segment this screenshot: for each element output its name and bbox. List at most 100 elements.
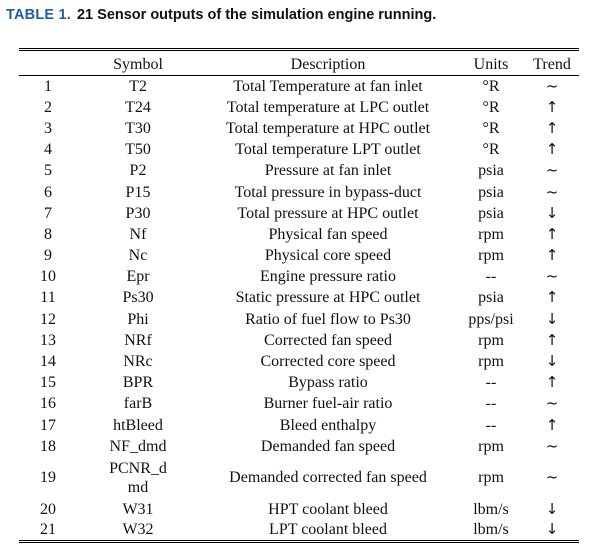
row-trend: ~ [545,394,559,413]
table-row: 3 T30 Total temperature at HPC outlet °R ↑ [19,118,579,139]
table-row: 11 Ps30 Static pressure at HPC outlet psia ↑ [19,287,579,308]
table-row: 20 W31 HPT coolant bleed lbm/s ↓ [19,499,579,520]
row-number: 5 [44,162,52,180]
row-trend: ↑ [545,415,559,434]
row-symbol: P2 [129,162,147,180]
row-description: Burner fuel-air ratio [263,395,393,413]
row-units: rpm [478,331,504,349]
row-trend: ~ [545,182,559,201]
row-trend: ↓ [545,309,559,328]
row-units: psia [478,204,504,222]
row-units: -- [485,268,497,286]
row-symbol: Phi [127,310,149,328]
row-units: rpm [478,469,504,487]
row-units: pps/psi [468,310,514,328]
row-number: 17 [40,416,56,434]
row-description: Corrected fan speed [264,331,392,349]
row-symbol: NRf [124,331,152,349]
row-units: -- [485,416,497,434]
table-row: 21 W32 LPT coolant bleed lbm/s ↓ [19,520,579,543]
row-symbol: Ps30 [122,289,154,307]
row-number: 3 [44,119,52,137]
row-symbol: W32 [77,520,199,543]
row-number: 20 [40,500,56,518]
row-trend: ↓ [545,203,559,222]
row-trend: ↑ [545,118,559,137]
row-trend: ~ [545,436,559,455]
row-number: 2 [44,98,52,116]
table-row: 1 T2 Total Temperature at fan inlet °R ~ [19,76,579,97]
row-trend: ~ [545,267,559,286]
table-header-row: Symbol Description Units Trend [19,48,579,76]
row-number: 4 [44,141,52,159]
row-description: Total temperature at LPC outlet [226,98,430,116]
row-description: Pressure at fan inlet [264,162,392,180]
row-description: Demanded fan speed [260,437,396,455]
row-description: Physical fan speed [268,225,388,243]
row-symbol: Epr [126,268,150,286]
table-row: 6 P15 Total pressure in bypass-duct psia ~ [19,181,579,202]
table-row: 10 Epr Engine pressure ratio -- ~ [19,266,579,287]
header-symbol: Symbol [77,48,199,76]
row-units: rpm [478,225,504,243]
row-symbol: T50 [125,141,151,159]
row-symbol: Nf [129,225,147,243]
row-description: Total Temperature at fan inlet [233,77,423,95]
table-row: 9 Nc Physical core speed rpm ↑ [19,245,579,266]
table-row: 18 NF_dmd Demanded fan speed rpm ~ [19,436,579,457]
row-trend: ↓ [545,352,559,371]
row-trend: ~ [545,161,559,180]
table-row: 16 farB Burner fuel-air ratio -- ~ [19,393,579,414]
row-symbol: NRc [123,353,153,371]
header-number [19,48,77,76]
row-units: rpm [478,247,504,265]
row-number: 8 [44,225,52,243]
table-row: 2 T24 Total temperature at LPC outlet °R ↑ [19,97,579,118]
row-units: psia [478,162,504,180]
row-number: 16 [40,395,56,413]
row-description: Bleed enthalpy [279,416,377,434]
table-row: 15 BPR Bypass ratio -- ↑ [19,372,579,393]
row-units: °R [482,98,500,116]
row-description: LPT coolant bleed [199,520,457,543]
row-description: Physical core speed [264,247,392,265]
table-row: 13 NRf Corrected fan speed rpm ↑ [19,330,579,351]
row-number: 18 [40,437,56,455]
row-description: Total temperature at HPC outlet [225,119,431,137]
header-units: Units [457,48,525,76]
row-trend: ↑ [545,140,559,159]
row-units: psia [478,183,504,201]
table-row: 17 htBleed Bleed enthalpy -- ↑ [19,415,579,436]
row-units: rpm [478,437,504,455]
row-description: Demanded corrected fan speed [229,469,427,487]
row-number: 9 [44,247,52,265]
table-row: 14 NRc Corrected core speed rpm ↓ [19,351,579,372]
row-number: 1 [44,77,52,95]
sensor-table: Symbol Description Units Trend 1 T2 Total … [19,48,579,543]
header-description: Description [199,48,457,76]
row-number: 21 [19,520,77,543]
row-trend: ↑ [545,288,559,307]
table-caption: TABLE 1. 21 Sensor outputs of the simulat… [6,7,436,23]
row-symbol: BPR [122,374,154,392]
row-units: psia [478,289,504,307]
table-row: 7 P30 Total pressure at HPC outlet psia ↓ [19,203,579,224]
row-symbol: htBleed [113,416,163,434]
row-number: 12 [40,310,56,328]
row-trend: ↓ [545,499,559,518]
row-trend: ↓ [525,520,579,543]
row-symbol: P15 [125,183,151,201]
row-description: Bypass ratio [288,374,368,392]
row-number: 15 [40,374,56,392]
row-number: 14 [40,353,56,371]
table-row: 4 T50 Total temperature LPT outlet °R ↑ [19,139,579,160]
row-number: 10 [40,268,56,286]
row-description: Total temperature LPT outlet [235,141,421,159]
row-symbol: NF_dmd [109,437,167,455]
row-units: rpm [478,353,504,371]
row-symbol: P30 [125,204,151,222]
row-description: Total pressure at HPC outlet [237,204,419,222]
row-description: Engine pressure ratio [260,268,396,286]
row-units: °R [482,77,500,95]
row-number: 19 [40,469,56,487]
